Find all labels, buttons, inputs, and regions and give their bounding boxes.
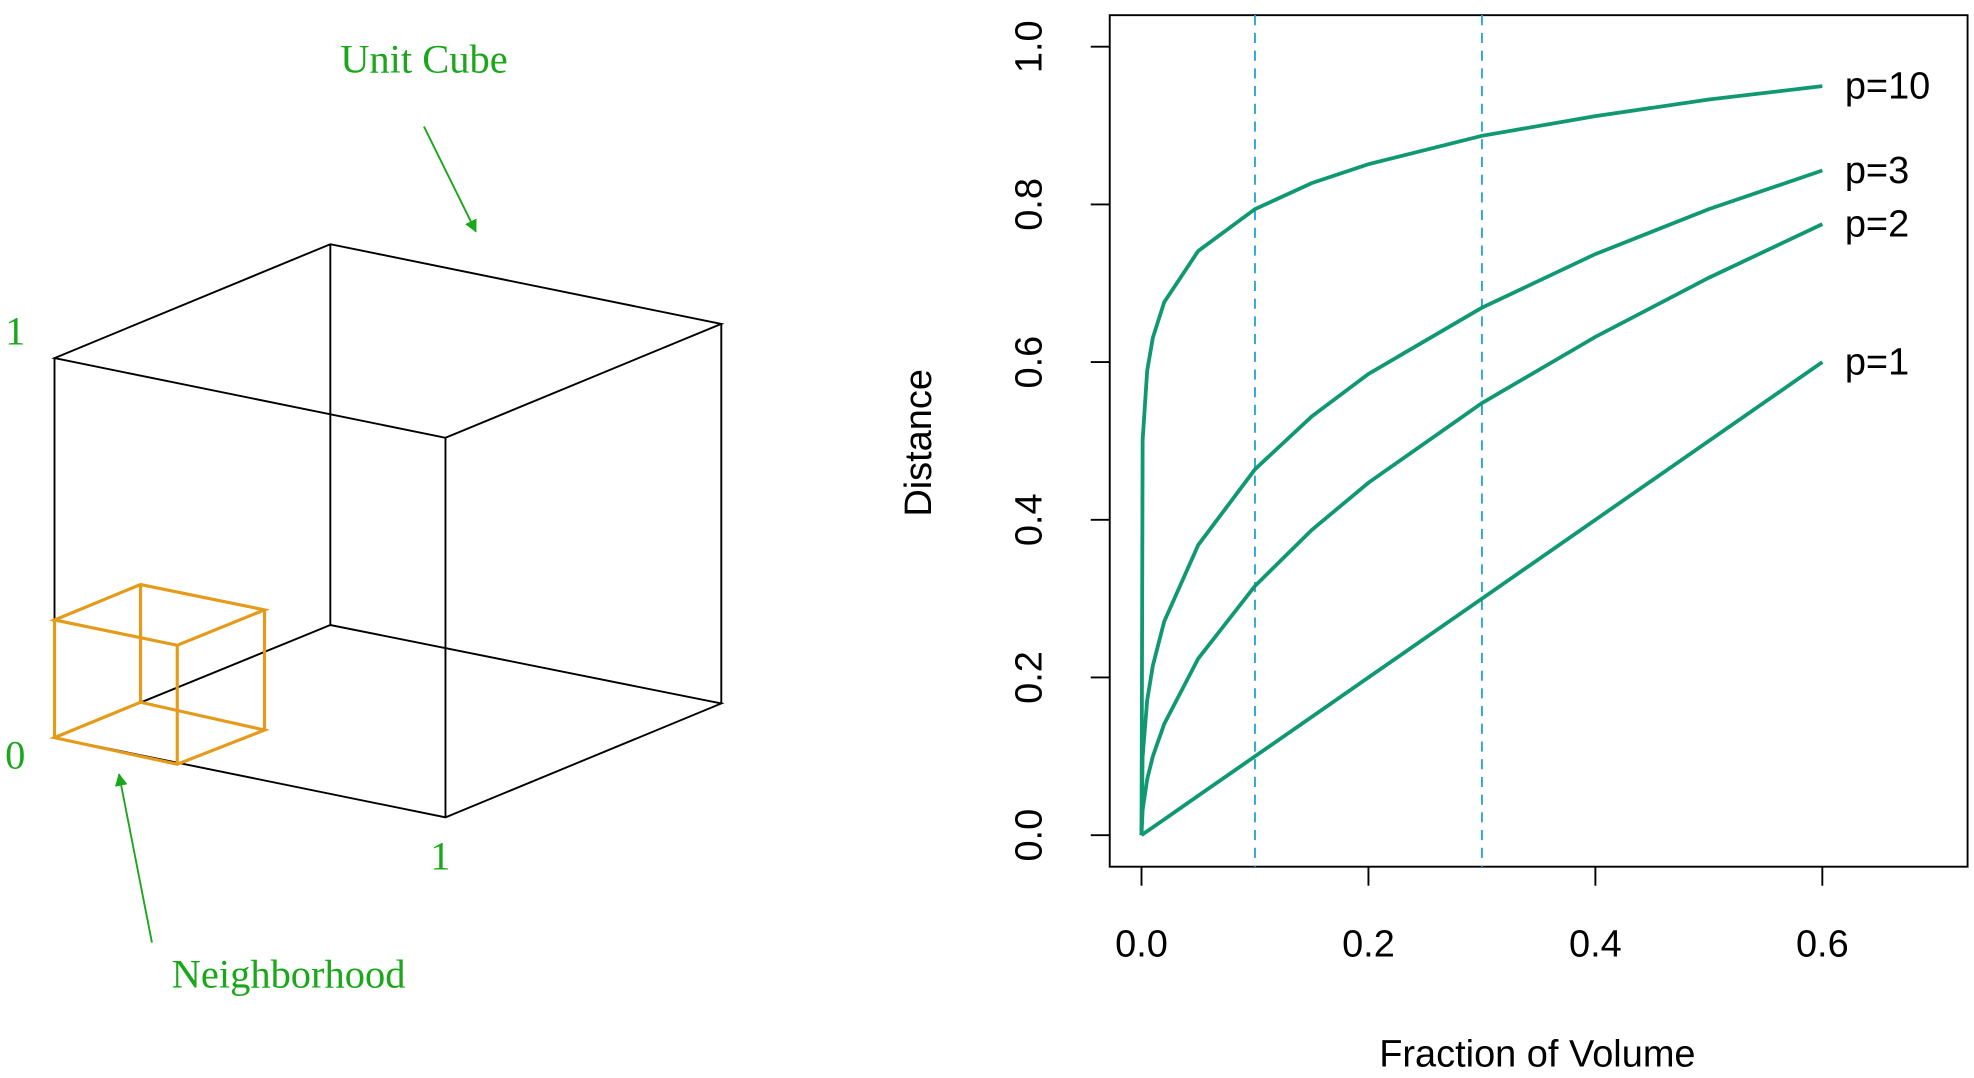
series-line xyxy=(1139,222,1824,836)
neighborhood-label: Neighborhood xyxy=(172,951,406,996)
y-tick-label: 0.0 xyxy=(1008,809,1050,862)
series-line xyxy=(1139,84,1823,836)
x-tick-label: 0.4 xyxy=(1569,923,1622,965)
series-label: p=10 xyxy=(1845,66,1930,108)
diagram-title: Unit Cube xyxy=(340,37,507,82)
x-tick-label: 0.6 xyxy=(1796,923,1849,965)
neighborhood-cube xyxy=(49,582,270,766)
y-tick-label: 1.0 xyxy=(1008,20,1050,73)
y-tick-label: 0.2 xyxy=(1008,651,1050,704)
arrow xyxy=(423,126,477,233)
x-axis-title: Fraction of Volume xyxy=(1379,1034,1695,1076)
plot-frame xyxy=(1108,14,1969,868)
y-tick-label: 0.6 xyxy=(1008,336,1050,389)
series-line xyxy=(1140,360,1824,837)
series-label: p=3 xyxy=(1845,150,1909,192)
unit-cube xyxy=(51,243,725,819)
series-label: p=1 xyxy=(1845,342,1909,384)
x-tick-label: 0.0 xyxy=(1115,923,1168,965)
series-line xyxy=(1139,168,1823,836)
axis-label: 1 xyxy=(430,834,450,879)
axis-label: 0 xyxy=(5,732,25,777)
arrow xyxy=(115,773,153,943)
x-tick-label: 0.2 xyxy=(1342,923,1395,965)
y-tick-label: 0.8 xyxy=(1008,178,1050,231)
axis-label: 1 xyxy=(5,309,25,354)
y-tick-label: 0.4 xyxy=(1008,493,1050,546)
series-label: p=2 xyxy=(1845,204,1909,246)
y-axis-title: Distance xyxy=(898,369,940,517)
